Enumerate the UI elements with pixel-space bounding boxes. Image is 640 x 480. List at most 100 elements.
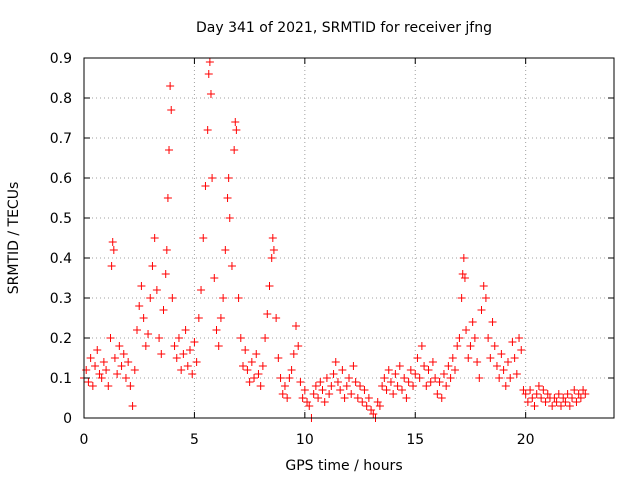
data-point <box>495 374 504 382</box>
data-point <box>86 354 95 362</box>
x-axis-label: GPS time / hours <box>285 458 402 474</box>
data-point <box>552 398 561 406</box>
data-point <box>113 370 122 378</box>
data-point <box>155 334 164 342</box>
data-point <box>137 282 146 290</box>
y-axis-label: SRMTID / TECUs <box>6 182 22 295</box>
data-point <box>515 334 524 342</box>
data-point <box>201 182 210 190</box>
data-point <box>128 402 137 410</box>
y-tick-label: 0.4 <box>50 251 72 267</box>
data-point <box>309 390 318 398</box>
data-point <box>523 398 532 406</box>
data-point <box>84 378 93 386</box>
data-point <box>537 394 546 402</box>
data-point <box>506 374 515 382</box>
data-point <box>243 366 252 374</box>
data-point <box>373 398 382 406</box>
data-point <box>426 378 435 386</box>
y-tick-label: 0.7 <box>50 131 72 147</box>
data-point <box>409 382 418 390</box>
data-point <box>466 342 475 350</box>
y-axis: 0 0.1 0.2 0.3 0.4 0.5 0.6 0.7 0.8 0.9 <box>50 51 614 427</box>
data-point <box>460 274 469 282</box>
data-point <box>316 378 325 386</box>
data-point <box>360 386 369 394</box>
data-point <box>296 378 305 386</box>
data-point <box>501 382 510 390</box>
data-point <box>311 382 320 390</box>
data-point <box>287 366 296 374</box>
data-point <box>455 334 464 342</box>
data-point <box>398 386 406 394</box>
data-point <box>415 374 424 382</box>
data-point <box>115 342 124 350</box>
data-point <box>318 386 327 394</box>
data-point <box>424 366 433 374</box>
y-tick-label: 0.5 <box>50 211 72 227</box>
data-point <box>570 386 579 394</box>
data-point <box>204 70 213 78</box>
chart-title: Day 341 of 2021, SRMTID for receiver jfn… <box>196 20 492 36</box>
data-point <box>517 346 526 354</box>
data-point <box>481 294 490 302</box>
data-point <box>159 306 168 314</box>
data-point <box>208 174 217 182</box>
data-point <box>499 366 508 374</box>
data-point <box>442 382 451 390</box>
data-point <box>183 362 192 370</box>
data-point <box>161 270 170 278</box>
data-point <box>225 214 234 222</box>
data-point <box>289 350 298 358</box>
data-point <box>561 398 570 406</box>
data-point <box>268 234 277 242</box>
data-point <box>349 362 358 370</box>
data-point <box>358 398 367 406</box>
data-point <box>300 386 309 394</box>
data-point <box>325 390 334 398</box>
data-point <box>389 390 398 398</box>
data-point <box>194 314 203 322</box>
data-point <box>563 390 572 398</box>
data-point <box>490 342 499 350</box>
data-point <box>557 402 565 410</box>
data-point <box>462 326 471 334</box>
data-point <box>477 306 486 314</box>
data-point <box>457 294 466 302</box>
data-point <box>413 354 422 362</box>
data-point <box>530 402 539 410</box>
data-point <box>267 254 276 262</box>
data-point <box>428 358 437 366</box>
data-point <box>384 366 393 374</box>
data-point <box>190 338 199 346</box>
data-point <box>108 238 117 246</box>
data-point <box>331 358 340 366</box>
data-point <box>572 398 581 406</box>
data-point <box>521 390 530 398</box>
data-point <box>276 374 285 382</box>
data-point <box>404 378 413 386</box>
data-point <box>342 382 351 390</box>
data-point <box>492 362 501 370</box>
data-point <box>274 354 283 362</box>
y-tick-label: 0.1 <box>50 371 72 387</box>
data-point <box>224 174 233 182</box>
data-point <box>581 390 590 398</box>
data-point <box>144 330 153 338</box>
data-point <box>322 374 331 382</box>
data-point <box>451 366 459 374</box>
data-point <box>375 402 384 410</box>
data-point <box>510 354 519 362</box>
data-point <box>362 402 371 410</box>
data-point <box>162 246 171 254</box>
data-point <box>470 334 479 342</box>
data-point <box>579 386 588 394</box>
data-point <box>554 390 563 398</box>
data-point <box>435 378 444 386</box>
y-tick-label: 0 <box>63 411 72 427</box>
data-point <box>336 386 345 394</box>
data-point <box>298 394 307 402</box>
data-point <box>347 390 356 398</box>
data-point <box>473 358 482 366</box>
data-point <box>338 366 347 374</box>
